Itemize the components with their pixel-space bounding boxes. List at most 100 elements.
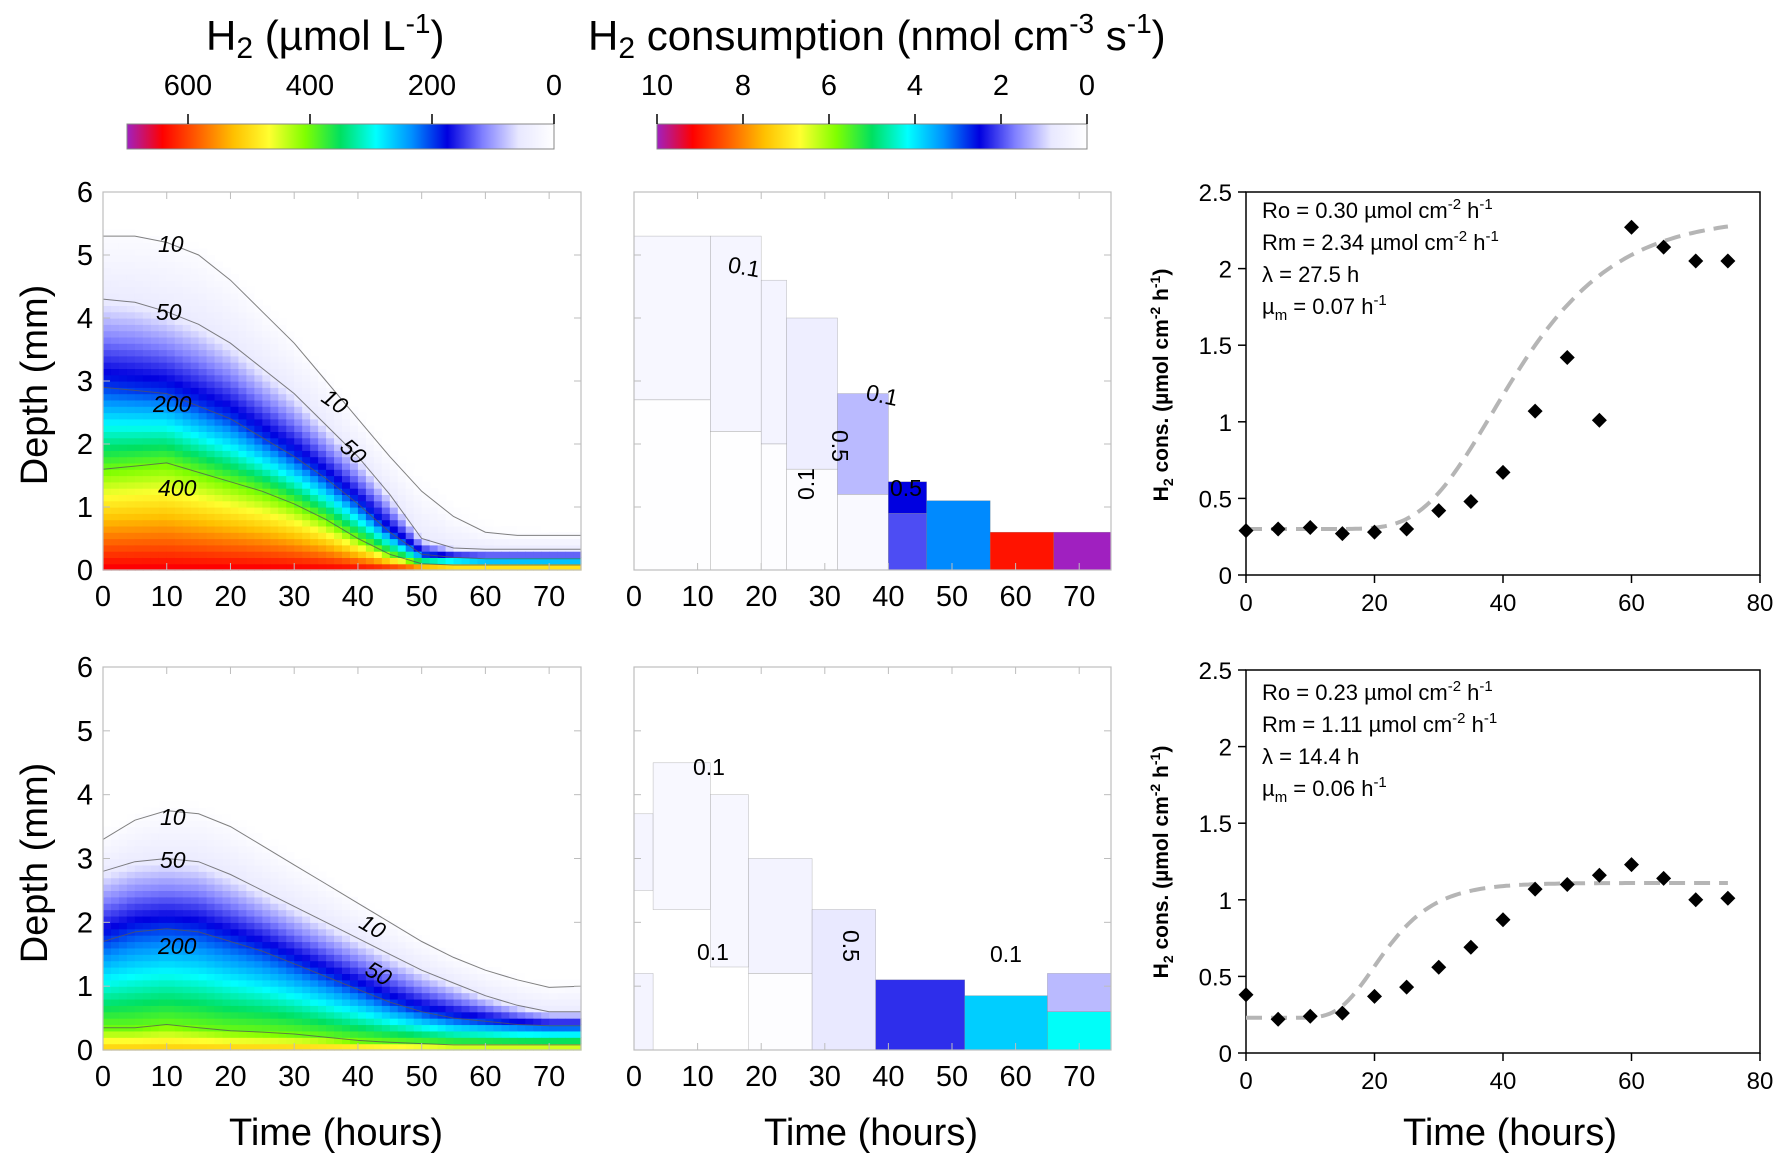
heatmap-cell	[166, 469, 176, 477]
heatmap-cell	[349, 986, 359, 994]
heatmap-cell	[365, 418, 375, 426]
heatmap-cell	[174, 507, 184, 514]
heatmap-cell	[437, 500, 447, 508]
heatmap-cell	[110, 960, 120, 968]
heatmap-cell	[469, 525, 479, 533]
heatmap-cell	[326, 551, 335, 558]
heatmap-cell	[381, 1037, 391, 1045]
heatmap-cell	[134, 507, 144, 514]
heatmap-cell	[318, 425, 327, 432]
heatmap-cell	[182, 1005, 192, 1013]
heatmap-cell	[262, 954, 271, 962]
heatmap-cell	[286, 500, 295, 508]
heatmap-cell	[103, 915, 112, 923]
heatmap-cell	[349, 998, 359, 1006]
heatmap-cell	[525, 557, 534, 565]
heatmap-cell	[166, 557, 176, 565]
heatmap-cell	[214, 896, 224, 904]
heatmap-cell	[389, 915, 399, 923]
heatmap-cell	[365, 998, 375, 1006]
heatmap-cell	[286, 928, 295, 936]
heatmap-cell	[142, 896, 152, 904]
heatmap-cell	[318, 1024, 327, 1032]
heatmap-cell	[302, 393, 311, 401]
heatmap-cell	[134, 544, 144, 552]
heatmap-cell	[381, 1018, 391, 1026]
heatmap-cell	[198, 852, 208, 860]
heatmap-cell	[158, 336, 168, 344]
heatmap-cell	[509, 998, 518, 1006]
heatmap-cell	[294, 884, 303, 892]
heatmap-cell	[206, 273, 216, 281]
heatmap-cell	[158, 431, 168, 439]
heatmap-cell	[349, 418, 359, 426]
heatmap-cell	[254, 858, 263, 866]
heatmap-cell	[509, 525, 518, 533]
heatmap-cell	[557, 992, 566, 1000]
heatmap-cell	[246, 431, 255, 439]
y-tick-label: 0.5	[1199, 486, 1232, 513]
heatmap-cell	[126, 890, 136, 898]
heatmap-cell	[469, 538, 479, 546]
heatmap-cell	[381, 928, 391, 936]
heatmap-cell	[477, 960, 486, 968]
heatmap-cell	[493, 1037, 502, 1045]
heatmap-cell	[373, 532, 383, 540]
heatmap-cell	[222, 839, 232, 847]
heatmap-cell	[254, 399, 263, 407]
heatmap-cell	[525, 1030, 534, 1038]
heatmap-cell	[389, 544, 399, 552]
heatmap-cell	[198, 330, 208, 338]
heatmap-cell	[254, 299, 263, 306]
heatmap-cell	[198, 807, 208, 815]
heatmap-cell	[166, 318, 176, 325]
heatmap-cell	[198, 399, 208, 407]
heatmap-cell	[214, 922, 224, 930]
heatmap-cell	[477, 1024, 486, 1032]
heatmap-cell	[517, 525, 526, 533]
heatmap-cell	[142, 488, 152, 495]
heatmap-cell	[286, 998, 295, 1006]
heatmap-cell	[501, 998, 510, 1006]
annotation-ro: Ro = 0.23 µmol cm-2 h-1	[1262, 678, 1493, 705]
heatmap-cell	[222, 954, 232, 962]
heatmap-cell	[214, 374, 224, 382]
heatmap-cell	[461, 1005, 471, 1013]
x-tick-label: 50	[936, 581, 968, 613]
heatmap-cell	[190, 362, 200, 369]
heatmap-cell	[190, 368, 200, 376]
heatmap-cell	[166, 481, 176, 489]
heatmap-cell	[565, 538, 574, 546]
heatmap-cell	[413, 973, 423, 981]
heatmap-cell	[174, 412, 184, 420]
heatmap-cell	[150, 563, 160, 571]
heatmap-cell	[182, 967, 192, 974]
heatmap-cell	[174, 1005, 184, 1013]
heatmap-cell	[477, 532, 486, 540]
heatmap-cell	[557, 551, 566, 558]
heatmap-cell	[405, 1037, 415, 1045]
heatmap-cell	[166, 922, 176, 930]
heatmap-cell	[405, 941, 415, 949]
heatmap-cell	[142, 481, 152, 489]
heatmap-cell	[142, 1005, 152, 1013]
heatmap-cell	[405, 967, 415, 974]
heatmap-cell	[437, 1043, 447, 1051]
heatmap-cell	[397, 960, 407, 968]
heatmap-cell	[429, 551, 439, 558]
contour-label: 10	[158, 231, 184, 257]
heatmap-cell	[397, 998, 407, 1006]
heatmap-cell	[190, 399, 200, 407]
heatmap-cell	[246, 418, 255, 426]
heatmap-cell	[134, 475, 144, 483]
heatmap-cell	[262, 1018, 271, 1026]
heatmap-cell	[501, 551, 510, 558]
heatmap-cell	[421, 954, 431, 962]
heatmap-cell	[230, 954, 240, 962]
heatmap-cell	[238, 311, 247, 319]
heatmap-cell	[150, 813, 160, 821]
heatmap-cell	[365, 979, 375, 987]
heatmap-cell	[222, 928, 232, 936]
heatmap-cell	[158, 1037, 168, 1045]
heatmap-cell	[278, 998, 287, 1006]
